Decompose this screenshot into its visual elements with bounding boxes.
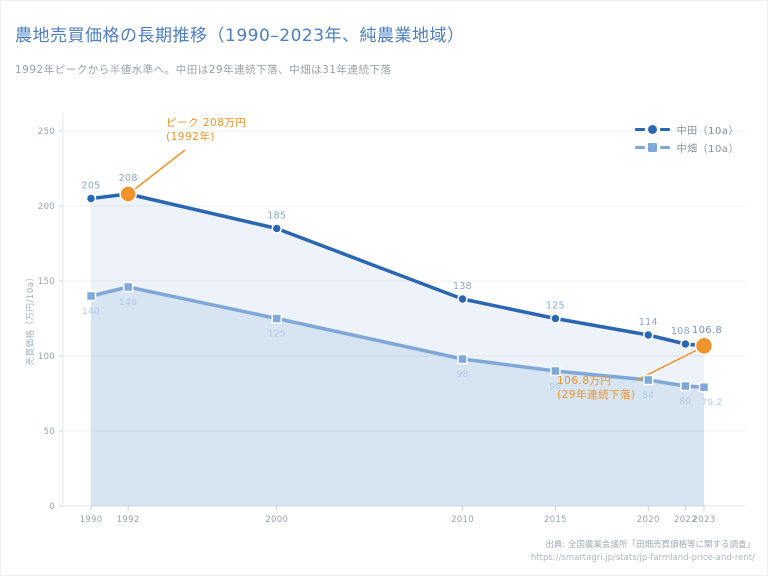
x-tick-label: 2015: [544, 515, 567, 525]
data-marker-circle: [457, 293, 468, 305]
annotation-peak-line2: (1992年): [166, 130, 215, 143]
series-line-0: [89, 192, 706, 348]
data-marker-square: [457, 353, 468, 365]
legend-label-nakata: 中田（10a）: [676, 125, 739, 137]
annotation-peak-line1: ピーク 208万円: [166, 117, 247, 129]
y-tick-label: 100: [38, 352, 55, 362]
data-marker-square: [643, 374, 654, 386]
y-tick-label: 0: [49, 502, 55, 512]
series-line-1: [89, 285, 706, 389]
data-marker-square: [698, 381, 710, 393]
data-marker-circle: [643, 329, 654, 341]
value-label-nakata: 208: [119, 173, 138, 184]
value-label-nakahata: 84: [642, 391, 654, 401]
legend-sample-nakahata: [634, 142, 670, 152]
value-label-nakahata: 146: [119, 298, 137, 308]
value-label-nakahata: 98: [456, 370, 468, 380]
circle-marker-icon: [647, 124, 657, 134]
legend-sample-nakata: [634, 124, 670, 134]
x-tick-label: 2020: [637, 515, 660, 525]
data-marker-circle: [680, 338, 691, 350]
x-tick-label: 2000: [265, 515, 288, 525]
area-fill-1: [91, 287, 704, 506]
annotation-latest: 106.8万円 (29年連続下落): [557, 375, 636, 402]
y-tick-label: 50: [44, 427, 55, 437]
value-label-nakata: 138: [453, 281, 472, 292]
source-url: https://smartagri.jp/stats/jp-farmland-p…: [530, 553, 755, 563]
legend-line-icon: [659, 127, 670, 131]
x-tick-label: 2010: [451, 515, 474, 525]
legend: 中田（10a） 中畑（10a）: [634, 122, 739, 155]
page-subtitle: 1992年ピークから半値水準へ。中田は29年連続下落、中畑は31年連続下落: [15, 64, 392, 76]
value-label-nakata: 205: [81, 181, 100, 192]
data-marker-square: [271, 313, 283, 324]
page-title: 農地売買価格の長期推移（1990–2023年、純農業地域）: [15, 26, 465, 46]
legend-line-icon: [634, 127, 645, 131]
data-marker-circle: [550, 313, 561, 324]
legend-item-nakata[interactable]: 中田（10a）: [634, 122, 739, 137]
area-fill-0: [91, 194, 704, 506]
square-marker-icon: [647, 142, 657, 152]
value-label-nakata: 185: [267, 211, 286, 222]
source-text: 出典: 全国農業会議所「田畑売買価格等に関する調査」: [545, 540, 755, 550]
x-tick-label: 1990: [80, 515, 103, 525]
legend-item-nakahata[interactable]: 中畑（10a）: [634, 140, 739, 155]
annotation-peak: ピーク 208万円 (1992年): [166, 117, 246, 144]
legend-label-nakahata: 中畑（10a）: [676, 143, 739, 155]
x-tick-label: 2022: [674, 515, 697, 525]
x-tick-label: 1992: [117, 515, 140, 525]
data-marker-square: [85, 290, 97, 302]
annotation-peak-callout-line: [134, 149, 186, 190]
annotation-latest-callout-line: [636, 347, 702, 381]
y-tick-label: 200: [38, 202, 55, 212]
y-tick-label: 250: [38, 127, 55, 137]
data-marker-circle: [271, 223, 283, 234]
annotation-latest-line2: (29年連続下落): [557, 388, 636, 401]
value-label-nakata: 125: [546, 301, 565, 312]
value-label-nakahata: 90: [549, 382, 561, 392]
source-caption: 出典: 全国農業会議所「田畑売買価格等に関する調査」 https://smart…: [531, 539, 755, 565]
highlight-marker: [694, 336, 714, 356]
y-axis-title: 売買価格（万円/10a）: [26, 272, 36, 366]
y-tick-label: 150: [38, 277, 55, 287]
value-label-nakahata: 80: [679, 397, 691, 407]
value-label-nakahata: 79.2: [701, 398, 722, 408]
value-label-nakata: 106.8: [692, 325, 722, 336]
legend-line-icon: [634, 145, 645, 149]
x-tick-label: 2023: [693, 515, 716, 525]
value-label-nakata: 114: [639, 317, 658, 328]
value-label-nakata: 108: [671, 326, 690, 337]
data-marker-square: [550, 365, 561, 377]
data-marker-square: [122, 281, 134, 293]
value-label-nakahata: 140: [82, 307, 100, 317]
legend-line-icon: [659, 145, 670, 149]
highlight-marker: [119, 185, 137, 203]
data-marker-square: [680, 380, 691, 392]
value-label-nakahata: 125: [268, 330, 286, 340]
data-marker-circle: [85, 193, 97, 204]
annotation-latest-line1: 106.8万円: [557, 375, 612, 387]
